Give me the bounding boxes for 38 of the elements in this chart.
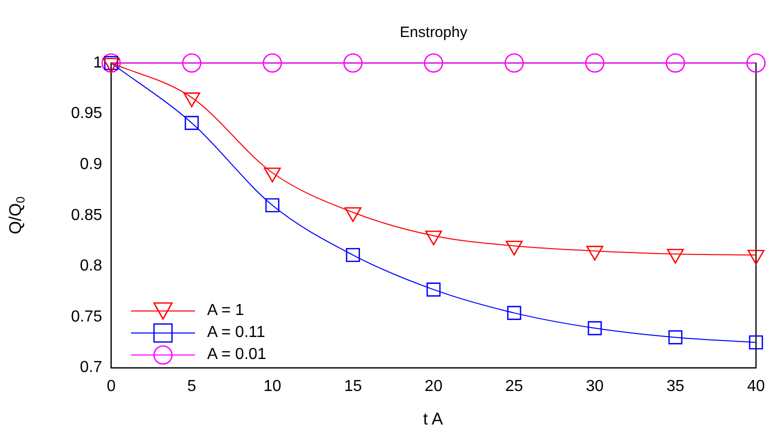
point: [184, 116, 199, 130]
y-tick-label: 0.95: [71, 105, 102, 122]
chart-title: Enstrophy: [400, 24, 468, 42]
x-tick-label: 0: [106, 378, 116, 395]
legend-label: A = 0.01: [207, 344, 266, 365]
point: [343, 53, 363, 73]
x-tick-label: 40: [747, 378, 765, 395]
y-tick-label: 0.7: [80, 359, 102, 376]
point: [265, 198, 280, 212]
point: [748, 335, 764, 350]
legend-label: A = 0.11: [207, 322, 266, 343]
x-tick-label: 5: [187, 378, 196, 395]
point: [507, 306, 522, 320]
x-tick-label: 30: [586, 378, 604, 395]
x-tick-label: 25: [505, 378, 524, 395]
point: [346, 248, 360, 262]
y-tick-label: 0.9: [80, 156, 102, 174]
y-axis-title: Q/Q0: [6, 196, 28, 234]
point: [262, 53, 282, 73]
x-tick-label: 20: [424, 378, 443, 395]
y-tick-label: 0.75: [71, 308, 102, 326]
point: [504, 53, 524, 73]
point: [746, 53, 766, 73]
point: [426, 282, 441, 297]
y-tick-label: 1: [93, 54, 102, 72]
point: [588, 321, 602, 336]
point: [666, 53, 686, 73]
x-tick-label: 15: [344, 378, 362, 395]
point: [182, 53, 202, 73]
point: [585, 53, 604, 73]
x-tick-label: 35: [666, 378, 684, 395]
legend-label: A = 1: [207, 300, 244, 321]
y-tick-label: 0.8: [80, 258, 102, 275]
point: [668, 330, 682, 344]
x-tick-label: 10: [263, 378, 282, 395]
y-tick-label: 0.85: [71, 206, 102, 224]
point: [424, 53, 444, 73]
x-axis-title: t A: [423, 409, 444, 428]
